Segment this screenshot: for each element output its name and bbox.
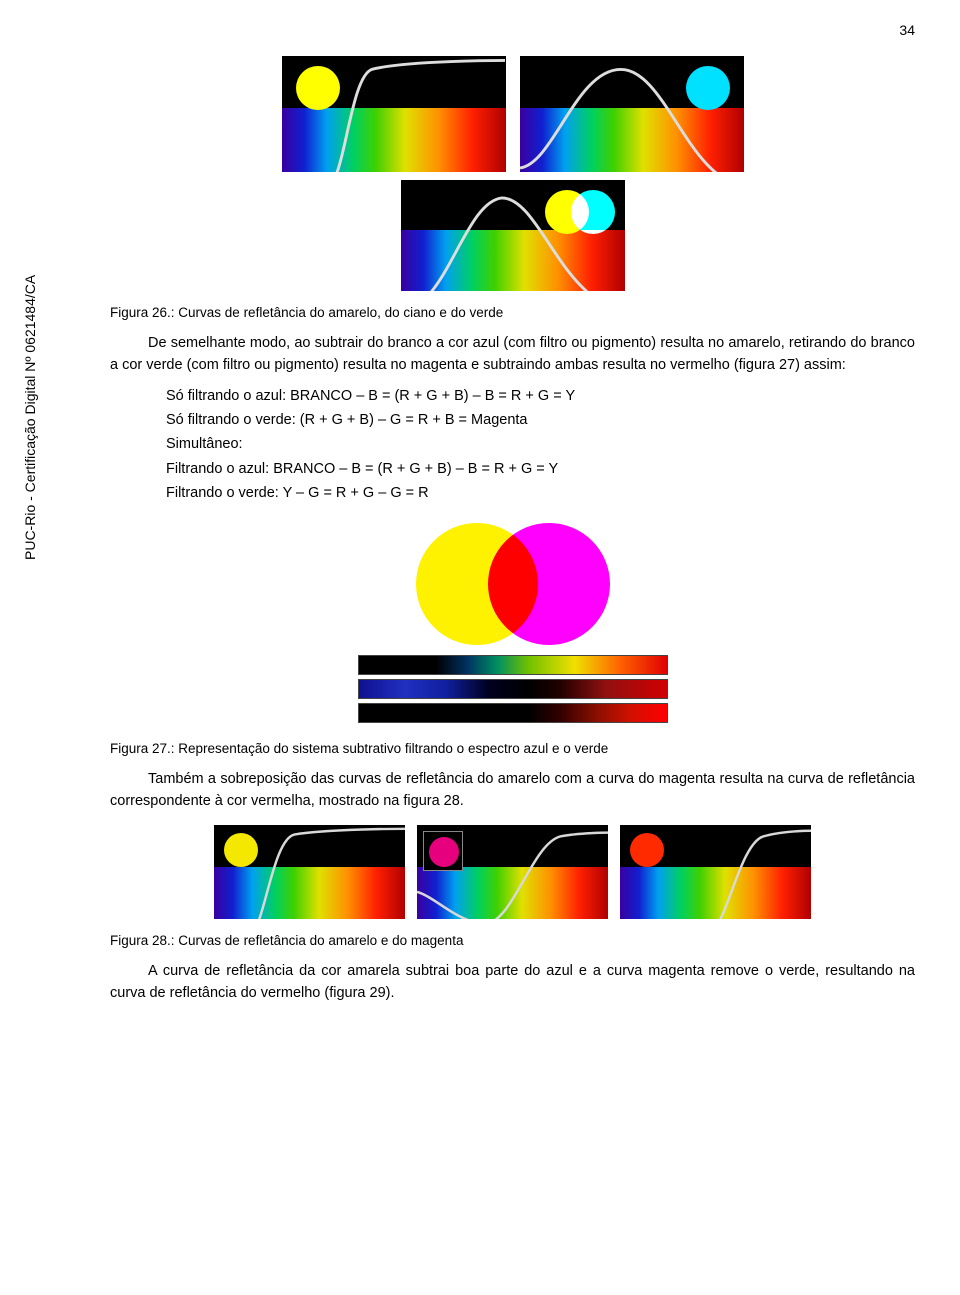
figure-26-caption: Figura 26.: Curvas de refletância do ama…: [110, 303, 915, 324]
venn-diagram: [408, 519, 618, 649]
dot-red-28: [630, 833, 664, 867]
fig26-panel-cyan: [518, 54, 746, 174]
figure-27: [110, 519, 915, 723]
eq-line-1: Só filtrando o azul: BRANCO – B = (R + G…: [166, 385, 915, 407]
figure-26: [110, 54, 915, 293]
equation-block: Só filtrando o azul: BRANCO – B = (R + G…: [166, 385, 915, 505]
fig26-panel-overlap: [399, 178, 627, 293]
page-number: 34: [110, 20, 915, 42]
eq-line-2: Só filtrando o verde: (R + G + B) – G = …: [166, 409, 915, 431]
paragraph-3: A curva de refletância da cor amarela su…: [110, 960, 915, 1005]
eq-line-5: Filtrando o verde: Y – G = R + G – G = R: [166, 482, 915, 504]
bar-1: [358, 655, 668, 675]
page-content: 34: [0, 0, 960, 1043]
fig28-panel-red: [618, 823, 813, 921]
fig26-panel-yellow: [280, 54, 508, 174]
paragraph-1: De semelhante modo, ao subtrair do branc…: [110, 332, 915, 377]
bar-2: [358, 679, 668, 699]
dot-overlap-cyan: [571, 190, 615, 234]
dot-magenta-28: [429, 837, 459, 867]
venn-right: [488, 523, 610, 645]
filter-bars: [358, 655, 668, 723]
figure-27-caption: Figura 27.: Representação do sistema sub…: [110, 739, 915, 760]
dot-yellow: [296, 66, 340, 110]
certification-sidebar: PUC-Rio - Certificação Digital Nº 062148…: [20, 275, 42, 560]
fig28-panel-yellow: [212, 823, 407, 921]
figure-28: [110, 823, 915, 921]
fig28-panel-magenta: [415, 823, 610, 921]
dot-cyan: [686, 66, 730, 110]
paragraph-2: Também a sobreposição das curvas de refl…: [110, 768, 915, 813]
bar-3: [358, 703, 668, 723]
figure-28-caption: Figura 28.: Curvas de refletância do ama…: [110, 931, 915, 952]
dot-box-magenta: [423, 831, 463, 871]
eq-line-4: Filtrando o azul: BRANCO – B = (R + G + …: [166, 458, 915, 480]
eq-line-3: Simultâneo:: [166, 433, 915, 455]
dot-yellow-28: [224, 833, 258, 867]
